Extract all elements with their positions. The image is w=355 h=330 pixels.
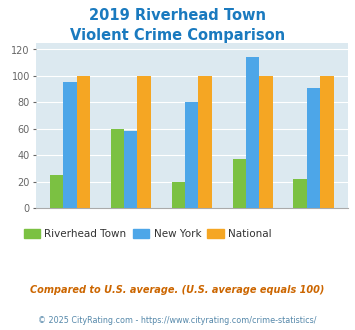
Text: © 2025 CityRating.com - https://www.cityrating.com/crime-statistics/: © 2025 CityRating.com - https://www.city… bbox=[38, 316, 317, 325]
Bar bbox=[137, 76, 151, 208]
Bar bbox=[294, 179, 307, 208]
Bar bbox=[50, 175, 63, 208]
Bar bbox=[307, 88, 320, 208]
Bar bbox=[63, 82, 77, 208]
Bar bbox=[124, 131, 137, 208]
Text: 2019 Riverhead Town: 2019 Riverhead Town bbox=[89, 8, 266, 23]
Text: Violent Crime Comparison: Violent Crime Comparison bbox=[70, 28, 285, 43]
Bar bbox=[111, 129, 124, 208]
Bar bbox=[320, 76, 334, 208]
Text: Compared to U.S. average. (U.S. average equals 100): Compared to U.S. average. (U.S. average … bbox=[30, 285, 325, 295]
Bar bbox=[233, 159, 246, 208]
Bar bbox=[77, 76, 90, 208]
Bar bbox=[198, 76, 212, 208]
Bar bbox=[185, 102, 198, 208]
Bar bbox=[171, 182, 185, 208]
Legend: Riverhead Town, New York, National: Riverhead Town, New York, National bbox=[20, 225, 276, 243]
Bar bbox=[260, 76, 273, 208]
Bar bbox=[246, 57, 260, 208]
